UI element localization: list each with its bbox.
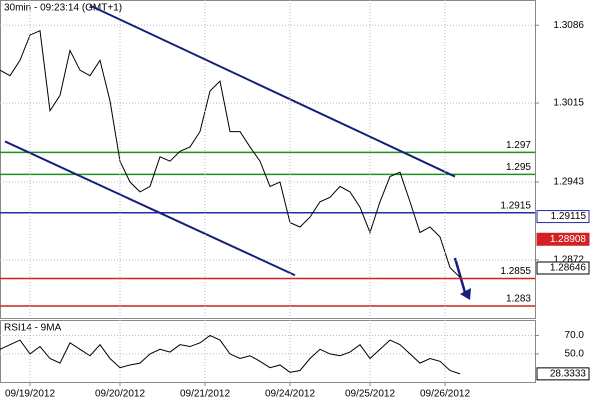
level-label: 1.295 <box>506 162 531 173</box>
value-box-label: 1.28908 <box>550 234 587 245</box>
y-tick-label: 1.2943 <box>553 177 584 188</box>
x-tick-label: 09/26/2012 <box>420 389 470 400</box>
value-box <box>536 232 590 246</box>
rsi-title: RSI14 - 9MA <box>4 323 62 334</box>
chart-title: 30min - 09:23:14 (GMT+1) <box>4 3 122 14</box>
x-tick-label: 09/25/2012 <box>345 389 395 400</box>
value-box <box>536 210 590 224</box>
x-tick-label: 09/21/2012 <box>180 389 230 400</box>
y-tick-label: 1.2872 <box>553 255 584 266</box>
price-line <box>0 334 461 375</box>
value-box <box>536 261 590 275</box>
level-label: 1.297 <box>506 140 531 151</box>
x-tick-label: 09/24/2012 <box>265 389 315 400</box>
price-panel-border <box>0 0 536 319</box>
value-box-label: 28.3333 <box>550 369 587 380</box>
level-label: 1.2915 <box>500 200 531 211</box>
y-tick-label: 1.3086 <box>553 20 584 31</box>
y-tick-label: 50.0 <box>565 349 585 360</box>
x-tick-label: 09/19/2012 <box>5 389 55 400</box>
level-label: 1.283 <box>506 294 531 305</box>
trendline <box>89 4 456 178</box>
value-box <box>536 367 590 381</box>
rsi-panel-border <box>0 320 536 383</box>
arrow-shaft <box>453 257 468 297</box>
y-tick-label: 70.0 <box>565 330 585 341</box>
value-box-label: 1.29115 <box>551 211 587 222</box>
x-tick-label: 09/20/2012 <box>95 389 145 400</box>
value-box-label: 1.28646 <box>550 263 587 274</box>
arrow-head <box>460 288 471 300</box>
level-label: 1.2855 <box>500 266 531 277</box>
y-tick-label: 1.3015 <box>553 98 584 109</box>
trendline <box>4 140 296 277</box>
price-line <box>0 29 461 278</box>
